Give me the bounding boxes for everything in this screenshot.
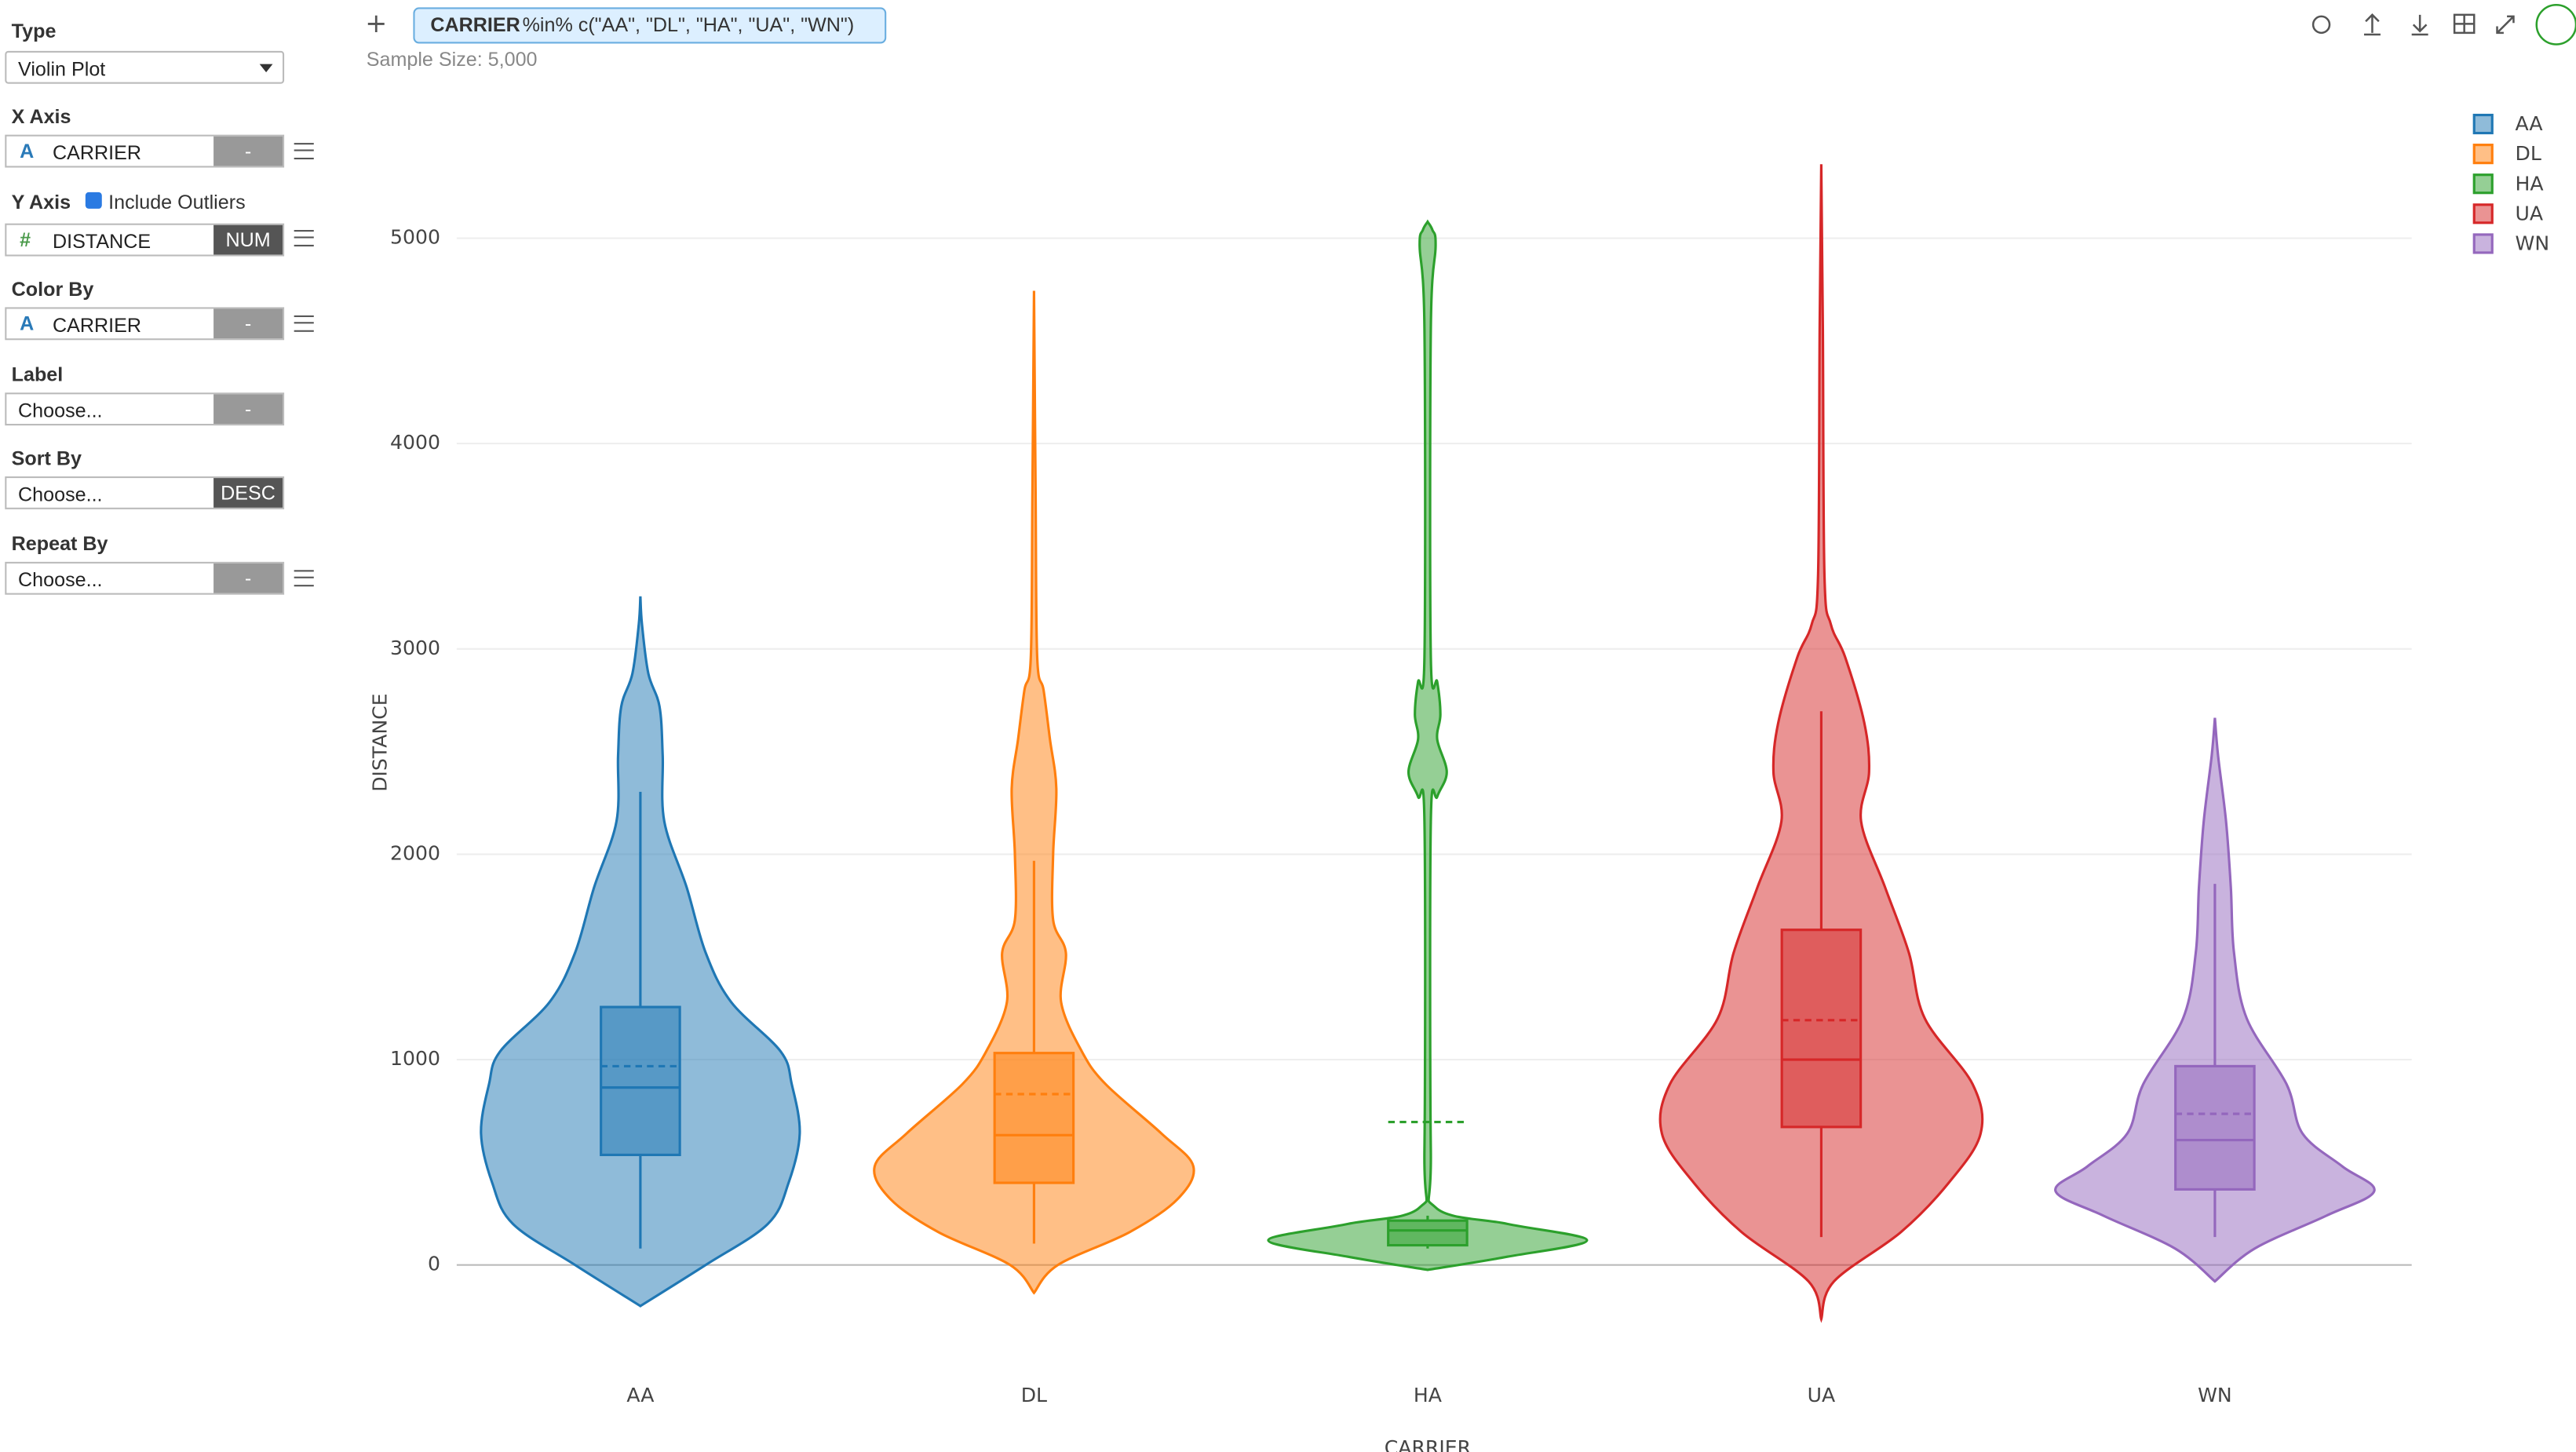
field-name: DISTANCE	[52, 230, 151, 254]
add-button[interactable]: +	[365, 8, 387, 38]
box	[1387, 1219, 1469, 1247]
y-axis-label: Y Axis	[11, 190, 71, 214]
field-button[interactable]: NUM	[213, 224, 283, 255]
field-name: Choose...	[18, 483, 103, 506]
field-button[interactable]: -	[213, 394, 283, 425]
y-tick-label: 0	[428, 1253, 440, 1275]
violin-group	[480, 596, 801, 1308]
label-label: Label	[11, 363, 64, 386]
color-by-label: Color By	[11, 277, 94, 301]
toolbar-icons	[2311, 4, 2576, 46]
box	[1780, 928, 1863, 1129]
y-axis-title: DISTANCE	[369, 693, 392, 791]
field-name: CARRIER	[52, 313, 142, 337]
legend-label: WN	[2516, 232, 2550, 254]
violin-group	[1267, 219, 1589, 1271]
violin-group	[2054, 717, 2376, 1283]
legend-swatch	[2472, 233, 2494, 254]
box	[600, 1005, 681, 1157]
color-by-field[interactable]: A CARRIER -	[5, 307, 285, 341]
legend-swatch	[2472, 173, 2494, 195]
sample-size: Sample Size: 5,000	[367, 49, 538, 71]
pin-icon[interactable]	[2535, 4, 2576, 46]
legend-swatch	[2472, 144, 2494, 165]
repeat-by-label: Repeat By	[11, 532, 108, 556]
violin-group	[1658, 164, 1984, 1323]
field-button[interactable]: -	[213, 308, 283, 339]
violin	[873, 290, 1195, 1295]
filter-column: CARRIER	[430, 14, 520, 36]
sort-by-field[interactable]: Choose... DESC	[5, 476, 285, 509]
field-button[interactable]: DESC	[213, 478, 283, 508]
legend-label: DL	[2516, 142, 2541, 165]
label-field[interactable]: Choose... -	[5, 392, 285, 426]
comment-icon[interactable]	[2311, 15, 2331, 35]
y-tick-label: 2000	[390, 841, 440, 864]
type-label: Type	[11, 20, 57, 43]
y-axis-field[interactable]: # DISTANCE NUM	[5, 223, 285, 257]
legend-label: HA	[2516, 172, 2544, 195]
y-tick-label: 1000	[390, 1047, 440, 1070]
field-name: CARRIER	[52, 141, 142, 165]
download-icon[interactable]	[2411, 14, 2428, 36]
checkbox[interactable]	[85, 192, 102, 209]
expand-icon[interactable]	[2496, 15, 2515, 35]
table-icon-lines	[2454, 14, 2475, 33]
menu-icon[interactable]	[294, 143, 314, 160]
field-name: Choose...	[18, 568, 103, 592]
type-select[interactable]: Violin Plot	[5, 50, 285, 84]
type-icon: #	[20, 228, 31, 252]
y-tick-label: 5000	[390, 225, 440, 248]
filter-expression: %in% c("AA", "DL", "HA", "UA", "WN")	[523, 14, 855, 36]
menu-icon[interactable]	[294, 315, 314, 332]
violin-group	[873, 290, 1195, 1295]
filter-chip[interactable]	[413, 7, 887, 44]
x-tick-label: DL	[1021, 1384, 1047, 1406]
x-tick-label: HA	[1414, 1384, 1442, 1406]
x-axis-title: CARRIER	[1385, 1436, 1471, 1452]
type-icon: A	[20, 139, 35, 163]
field-name: Choose...	[18, 399, 103, 422]
x-axis-field[interactable]: A CARRIER -	[5, 134, 285, 168]
field-button[interactable]: -	[213, 136, 283, 166]
dropdown-arrow	[259, 64, 273, 79]
field-button[interactable]: -	[213, 563, 283, 593]
upload-icon[interactable]	[2363, 13, 2381, 36]
legend-swatch	[2472, 203, 2494, 224]
legend-swatch	[2472, 113, 2494, 135]
violin	[1267, 219, 1589, 1271]
type-icon: A	[20, 312, 35, 335]
sort-by-label: Sort By	[11, 447, 82, 470]
menu-icon[interactable]	[294, 230, 314, 246]
type-value: Violin Plot	[18, 57, 106, 81]
x-tick-label: UA	[1808, 1384, 1836, 1406]
box	[993, 1052, 1075, 1184]
y-tick-label: 4000	[390, 431, 440, 454]
legend-label: AA	[2516, 112, 2543, 135]
y-tick-label: 3000	[390, 637, 440, 659]
include-outliers: Include Outliers	[108, 190, 246, 214]
box	[2174, 1064, 2256, 1191]
menu-icon[interactable]	[294, 570, 314, 587]
x-tick-label: WN	[2198, 1384, 2232, 1406]
legend-label: UA	[2516, 202, 2544, 224]
repeat-by-field[interactable]: Choose... -	[5, 561, 285, 595]
x-axis-label: X Axis	[11, 104, 71, 129]
x-tick-label: AA	[626, 1384, 654, 1406]
